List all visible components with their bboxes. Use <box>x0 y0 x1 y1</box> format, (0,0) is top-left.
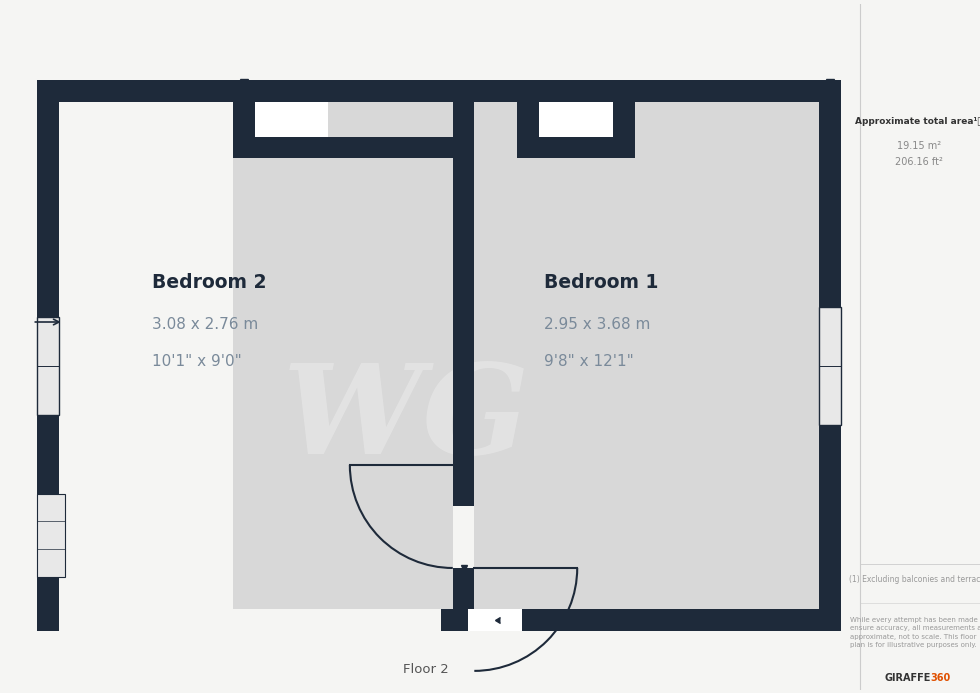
Bar <box>37 317 59 415</box>
Bar <box>539 137 613 158</box>
Bar <box>233 101 255 158</box>
Text: Bedroom 1: Bedroom 1 <box>544 273 659 292</box>
Text: 2.95 x 3.68 m: 2.95 x 3.68 m <box>544 317 651 333</box>
Text: 10'1" x 9'0": 10'1" x 9'0" <box>152 353 242 369</box>
Bar <box>255 101 328 137</box>
Bar <box>328 137 453 158</box>
Bar <box>255 137 328 158</box>
Text: (1) Excluding balconies and terraces: (1) Excluding balconies and terraces <box>850 575 980 584</box>
Bar <box>539 101 613 137</box>
Bar <box>441 609 841 631</box>
Bar <box>453 80 474 507</box>
Bar <box>37 80 59 631</box>
Text: WG: WG <box>283 359 530 481</box>
Text: 360: 360 <box>931 673 951 683</box>
Text: Floor 2: Floor 2 <box>404 663 449 676</box>
Text: 9'8" x 12'1": 9'8" x 12'1" <box>544 353 634 369</box>
Bar <box>517 101 539 158</box>
Polygon shape <box>474 101 819 609</box>
Bar <box>468 609 522 631</box>
Text: While every attempt has been made to
ensure accuracy, all measurements are
appro: While every attempt has been made to ens… <box>850 617 980 649</box>
Bar <box>453 568 474 609</box>
Text: 3.08 x 2.76 m: 3.08 x 2.76 m <box>152 317 258 333</box>
Bar <box>819 80 841 631</box>
Bar <box>819 307 841 425</box>
Bar <box>37 80 841 101</box>
Text: Approximate total area¹⧠: Approximate total area¹⧠ <box>856 116 980 125</box>
Text: 206.16 ft²: 206.16 ft² <box>896 157 943 167</box>
Polygon shape <box>233 101 453 609</box>
Bar <box>37 493 66 577</box>
Text: GIRAFFE: GIRAFFE <box>884 673 931 683</box>
Text: Bedroom 2: Bedroom 2 <box>152 273 267 292</box>
Bar <box>613 101 635 158</box>
Text: 19.15 m²: 19.15 m² <box>897 141 942 150</box>
